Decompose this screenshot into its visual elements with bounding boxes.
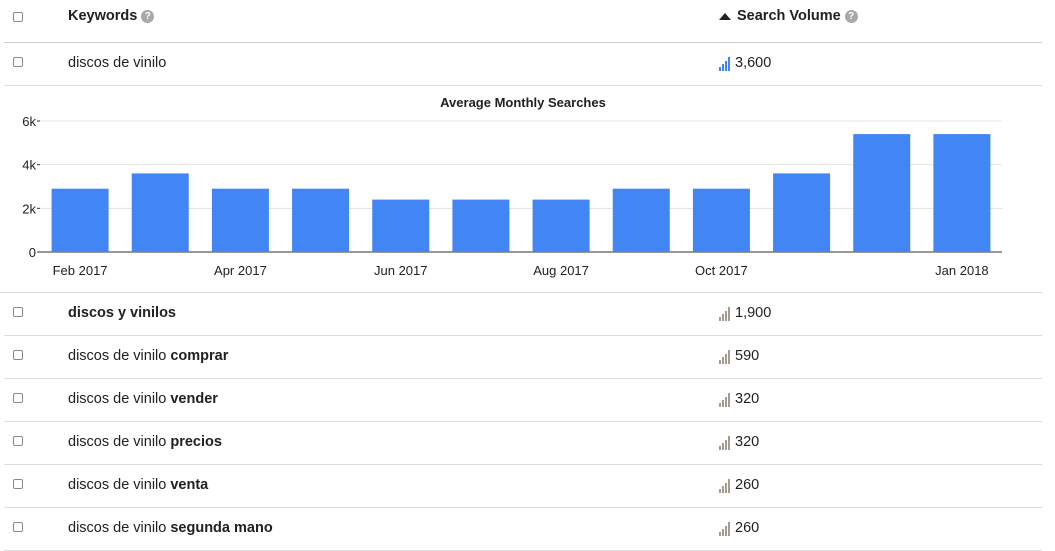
keyword-row[interactable]: discos y vinilos 1,900 — [4, 292, 1042, 336]
keyword-base: discos de vinilo — [68, 391, 171, 407]
y-tick-label: 0 — [29, 245, 36, 260]
signal-bars-icon — [719, 393, 730, 407]
search-volume-value: 260 — [735, 477, 760, 493]
keyword-text: discos y vinilos — [68, 305, 176, 321]
search-volume-column-header[interactable]: Search Volume ? — [719, 8, 858, 24]
row-checkbox[interactable] — [13, 57, 23, 67]
chart-bar[interactable] — [452, 199, 510, 252]
keyword-modifier: precios — [170, 434, 222, 450]
row-checkbox[interactable] — [13, 522, 23, 532]
keyword-text: discos de vinilo precios — [68, 434, 222, 450]
keyword-row[interactable]: discos de vinilo vender 320 — [4, 378, 1042, 422]
x-tick-label: Apr 2017 — [214, 263, 267, 278]
keyword-row[interactable]: discos de vinilo precios 320 — [4, 421, 1042, 465]
chart-bar[interactable] — [933, 134, 991, 252]
keyword-modifier: segunda mano — [170, 520, 273, 536]
row-checkbox[interactable] — [13, 307, 23, 317]
signal-bars-icon — [719, 57, 730, 71]
y-tick-label: 2k — [22, 201, 36, 216]
monthly-searches-chart: Average Monthly Searches 0 2k 4k 6k Feb 201… — [0, 86, 1042, 293]
chart-bar[interactable] — [853, 134, 911, 252]
chart-bar[interactable] — [211, 188, 269, 252]
search-volume-value: 260 — [735, 520, 760, 536]
row-checkbox[interactable] — [13, 393, 23, 403]
keyword-modifier: discos y vinilos — [68, 305, 176, 321]
search-volume-cell: 3,600 — [719, 55, 771, 71]
search-volume-value: 320 — [735, 391, 760, 407]
x-tick-label: Oct 2017 — [695, 263, 748, 278]
search-volume-cell: 260 — [719, 520, 759, 536]
x-tick-label: Jan 2018 — [935, 263, 989, 278]
search-volume-value: 590 — [735, 348, 760, 364]
keyword-modifier: comprar — [170, 348, 229, 364]
keywords-column-header[interactable]: Keywords ? — [68, 8, 155, 24]
search-volume-header-label: Search Volume — [737, 8, 841, 24]
row-checkbox[interactable] — [13, 479, 23, 489]
keyword-text: discos de vinilo segunda mano — [68, 520, 273, 536]
keyword-row[interactable]: discos de vinilo venta 260 — [4, 464, 1042, 508]
search-volume-cell: 590 — [719, 348, 759, 364]
chart-svg: Average Monthly Searches 0 2k 4k 6k Feb 201… — [22, 95, 1002, 278]
x-tick-label: Jun 2017 — [374, 263, 428, 278]
search-volume-value: 320 — [735, 434, 760, 450]
keyword-text: discos de vinilo — [68, 55, 167, 71]
signal-bars-icon — [719, 522, 730, 536]
chart-title: Average Monthly Searches — [440, 95, 606, 110]
row-checkbox[interactable] — [13, 350, 23, 360]
chart-bar[interactable] — [612, 188, 670, 252]
keyword-base: discos de vinilo — [68, 520, 171, 536]
table-header: Keywords ? Search Volume ? — [4, 0, 1042, 43]
row-checkbox[interactable] — [13, 436, 23, 446]
primary-keyword-row[interactable]: discos de vinilo 3,600 — [4, 42, 1042, 86]
keyword-modifier: venta — [170, 477, 209, 493]
search-volume-value: 3,600 — [735, 55, 772, 71]
search-volume-help-icon[interactable]: ? — [844, 9, 858, 23]
keyword-base: discos de vinilo — [68, 348, 171, 364]
chart-bar[interactable] — [692, 188, 750, 252]
sort-ascending-icon — [719, 12, 731, 20]
signal-bars-icon — [719, 436, 730, 450]
signal-bars-icon — [719, 479, 730, 493]
chart-bar[interactable] — [532, 199, 590, 252]
keyword-base: discos de vinilo — [68, 477, 171, 493]
search-volume-cell: 260 — [719, 477, 759, 493]
keyword-base: discos de vinilo — [68, 434, 171, 450]
keyword-text: discos de vinilo comprar — [68, 348, 228, 364]
keyword-text: discos de vinilo venta — [68, 477, 208, 493]
y-tick-label: 4k — [22, 158, 36, 173]
chart-bar[interactable] — [372, 199, 430, 252]
x-tick-label: Feb 2017 — [53, 263, 108, 278]
search-volume-cell: 320 — [719, 434, 759, 450]
signal-bars-icon — [719, 350, 730, 364]
chart-bar[interactable] — [51, 188, 109, 252]
keyword-row[interactable]: discos de vinilo segunda mano 260 — [4, 507, 1042, 551]
keyword-modifier: vender — [170, 391, 218, 407]
y-tick-label: 6k — [22, 114, 36, 129]
keywords-help-icon[interactable]: ? — [141, 9, 155, 23]
select-all-checkbox[interactable] — [13, 12, 23, 22]
keyword-text: discos de vinilo vender — [68, 391, 218, 407]
chart-bar[interactable] — [131, 173, 189, 252]
keywords-header-label: Keywords — [68, 8, 138, 24]
search-volume-value: 1,900 — [735, 305, 772, 321]
signal-bars-icon — [719, 307, 730, 321]
chart-bar[interactable] — [292, 188, 350, 252]
search-volume-cell: 1,900 — [719, 305, 771, 321]
keyword-row[interactable]: discos de vinilo comprar 590 — [4, 335, 1042, 379]
chart-bar[interactable] — [773, 173, 831, 252]
x-tick-label: Aug 2017 — [533, 263, 589, 278]
search-volume-cell: 320 — [719, 391, 759, 407]
